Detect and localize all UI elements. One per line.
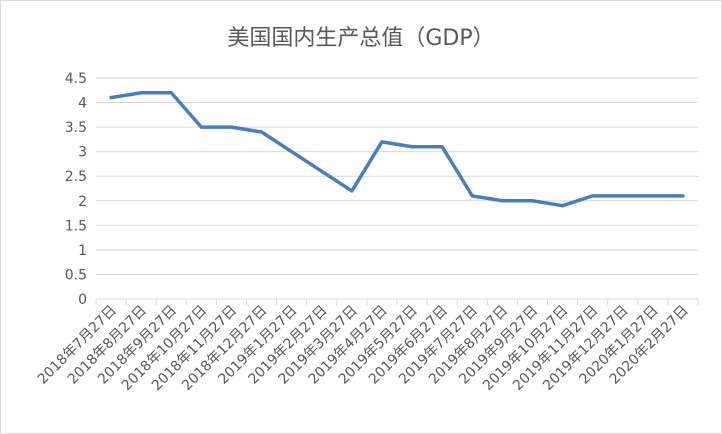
y-tick-label: 1.5 [65, 218, 87, 234]
chart-title: 美国国内生产总值（GDP） [227, 26, 494, 51]
y-tick-label: 3.5 [65, 120, 87, 136]
data-point [470, 194, 474, 198]
y-tick-label: 4.5 [65, 71, 87, 87]
series-line [109, 90, 685, 208]
y-tick-label: 2.5 [65, 169, 87, 185]
data-point [651, 194, 655, 198]
x-axis-ticks: 2018年7月27日2018年8月27日2018年9月27日2018年10月27… [35, 303, 692, 394]
series-layer [109, 90, 685, 208]
data-point [380, 140, 384, 144]
y-tick-label: 1 [78, 243, 87, 259]
y-tick-label: 2 [78, 194, 87, 210]
data-point [440, 145, 444, 149]
data-point [561, 204, 565, 208]
y-tick-label: 4 [78, 96, 87, 112]
y-tick-label: 0 [78, 292, 87, 308]
y-axis-ticks: 0 0.5 1 1.5 2 2.5 3 3.5 4 4.5 [65, 71, 87, 308]
data-point [139, 91, 143, 95]
data-point [621, 194, 625, 198]
y-tick-label: 0.5 [65, 267, 87, 283]
data-point [681, 194, 685, 198]
y-tick-label: 3 [78, 145, 87, 161]
data-point [530, 199, 534, 203]
data-point [169, 91, 173, 95]
data-point [290, 150, 294, 154]
data-point [350, 189, 354, 193]
data-point [229, 125, 233, 129]
data-point [591, 194, 595, 198]
data-point [199, 125, 203, 129]
gridlines [95, 77, 699, 305]
data-point [500, 199, 504, 203]
data-point [410, 145, 414, 149]
data-point [320, 169, 324, 173]
data-point [109, 96, 113, 100]
data-point [260, 130, 264, 134]
